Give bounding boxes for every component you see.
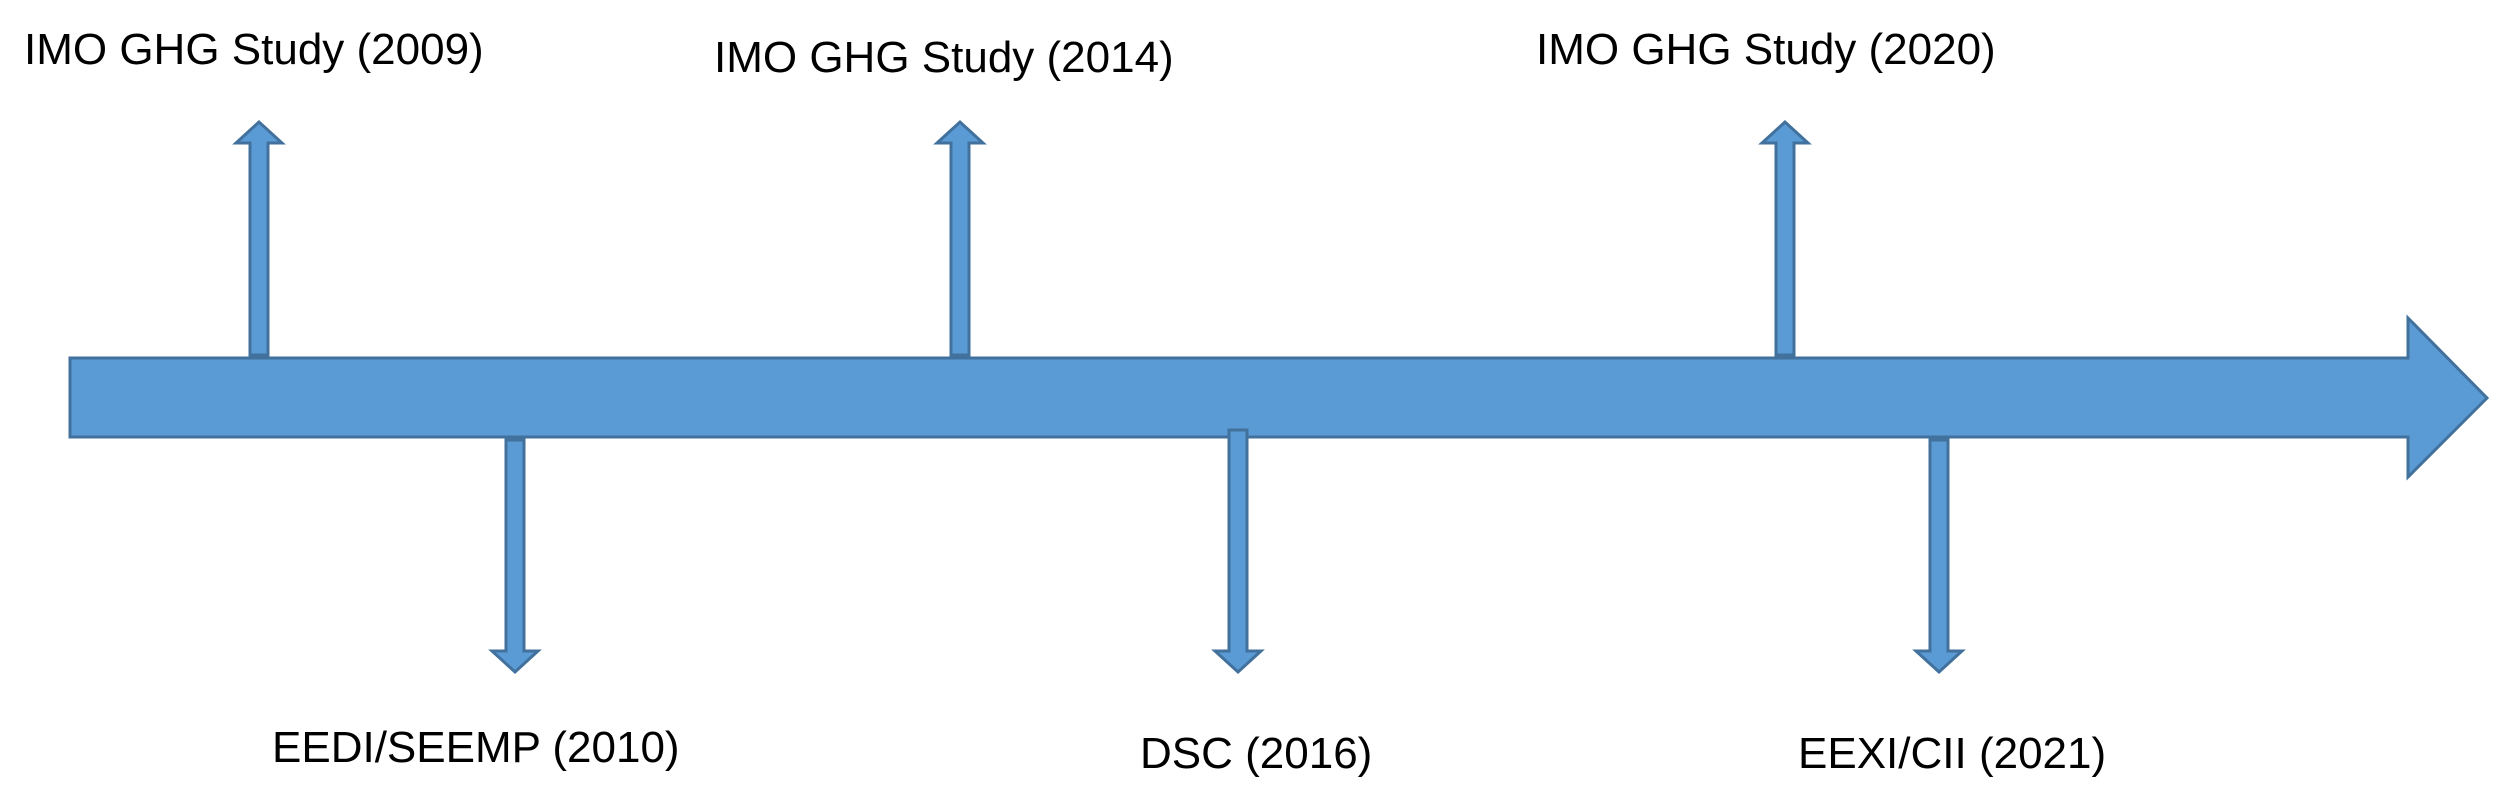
event-label-dsc-2016: DSC (2016)	[1140, 729, 1373, 778]
event-arrow-down-2016	[1211, 428, 1265, 675]
event-label-eedi-seemp-2010: EEDI/SEEMP (2010)	[272, 723, 680, 772]
event-arrow-up-2014	[933, 119, 987, 357]
event-arrow-down-2010	[488, 438, 542, 675]
event-arrow-up-2009	[232, 119, 286, 357]
event-label-ghg-2020: IMO GHG Study (2020)	[1536, 25, 1996, 74]
event-label-ghg-2014: IMO GHG Study (2014)	[714, 33, 1174, 82]
event-label-eexi-cii-2021: EEXI/CII (2021)	[1798, 729, 2107, 778]
event-arrow-up-2020	[1758, 119, 1812, 357]
timeline-main-arrow	[68, 314, 2490, 481]
event-label-ghg-2009: IMO GHG Study (2009)	[24, 25, 484, 74]
event-arrow-down-2021	[1912, 438, 1966, 675]
